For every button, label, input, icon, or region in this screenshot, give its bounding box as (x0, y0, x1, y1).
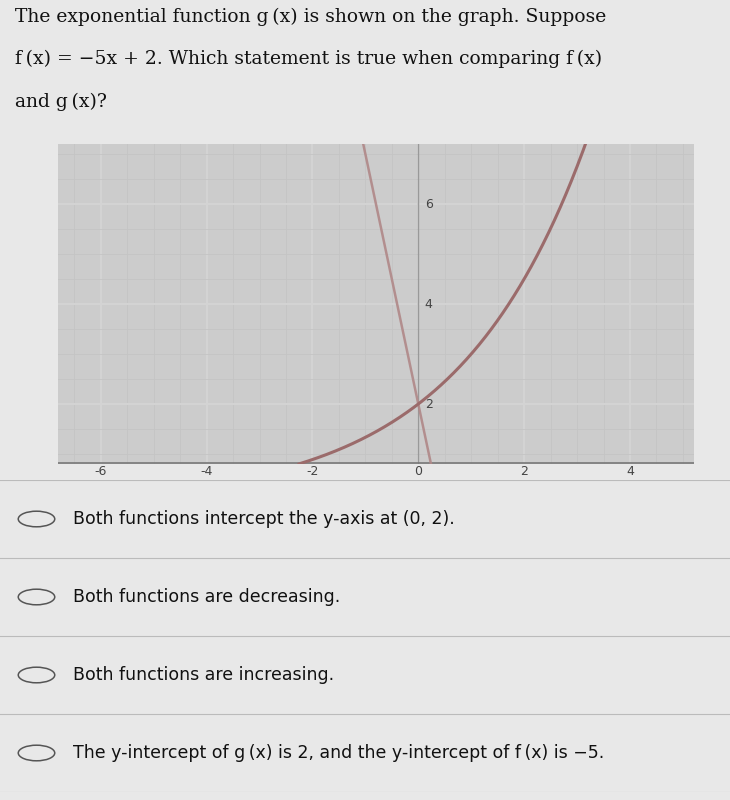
Text: -4: -4 (201, 465, 212, 478)
Text: Both functions intercept the y-axis at (0, 2).: Both functions intercept the y-axis at (… (73, 510, 455, 528)
Text: 4: 4 (425, 298, 432, 310)
Text: f (x) = −5x + 2. Which statement is true when comparing f (x): f (x) = −5x + 2. Which statement is true… (15, 50, 602, 69)
Text: 4: 4 (626, 465, 634, 478)
Text: The exponential function g (x) is shown on the graph. Suppose: The exponential function g (x) is shown … (15, 8, 606, 26)
Text: 2: 2 (520, 465, 528, 478)
Text: and g (x)?: and g (x)? (15, 93, 107, 110)
Text: The y-intercept of g (x) is 2, and the y-intercept of f (x) is −5.: The y-intercept of g (x) is 2, and the y… (73, 744, 604, 762)
Text: 2: 2 (425, 398, 432, 410)
Text: 6: 6 (425, 198, 432, 210)
Text: Both functions are increasing.: Both functions are increasing. (73, 666, 334, 684)
Text: Both functions are decreasing.: Both functions are decreasing. (73, 588, 340, 606)
Text: -6: -6 (95, 465, 107, 478)
Text: 0: 0 (415, 465, 422, 478)
Text: -2: -2 (307, 465, 318, 478)
